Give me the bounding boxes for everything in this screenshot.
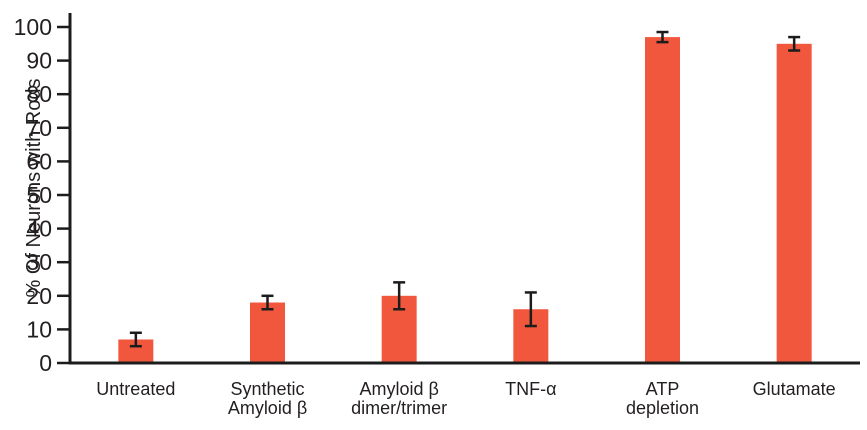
y-tick-label-100: 100 bbox=[14, 14, 52, 40]
category-label-synthetic-amyloid: Synthetic Amyloid β bbox=[228, 379, 307, 418]
y-tick-label-0: 0 bbox=[39, 350, 52, 376]
x-category-labels: Untreated Synthetic Amyloid β Amyloid β dime… bbox=[96, 379, 835, 418]
error-bar-amyloid-dimer-trimer bbox=[393, 281, 406, 311]
error-bar-atp-depletion bbox=[656, 30, 669, 44]
category-label-glutamate: Glutamate bbox=[753, 379, 836, 399]
y-tick-label-10: 10 bbox=[26, 316, 52, 342]
y-tick-label-90: 90 bbox=[26, 48, 52, 74]
bar-glutamate bbox=[776, 43, 812, 364]
error-bar-synthetic-amyloid bbox=[261, 294, 274, 311]
category-label-amyloid-dimer-trimer: Amyloid β dimer/trimer bbox=[351, 379, 447, 418]
y-tick-label-70: 70 bbox=[26, 115, 52, 141]
y-tick-label-80: 80 bbox=[26, 81, 52, 107]
category-label-tnf: TNF-α bbox=[505, 379, 556, 399]
category-label-untreated: Untreated bbox=[96, 379, 175, 399]
y-tick-labels: 0 10 20 30 40 50 60 70 80 90 100 bbox=[14, 14, 52, 376]
y-axis-label: % Of Neurons with Rods bbox=[23, 79, 45, 298]
y-tick-label-30: 30 bbox=[26, 249, 52, 275]
error-bar-tnf bbox=[524, 291, 537, 328]
y-tick-label-60: 60 bbox=[26, 148, 52, 174]
bar-synthetic-amyloid bbox=[250, 302, 285, 363]
y-tick-label-50: 50 bbox=[26, 182, 52, 208]
error-bar-glutamate bbox=[788, 35, 801, 52]
y-tick-label-40: 40 bbox=[26, 216, 52, 242]
error-bar-untreated bbox=[129, 331, 142, 348]
bar-atp-depletion bbox=[645, 37, 680, 364]
bars-group bbox=[118, 37, 812, 364]
category-label-atp-depletion: ATP depletion bbox=[626, 379, 699, 418]
bar-untreated bbox=[118, 339, 154, 363]
axes-group bbox=[57, 13, 860, 365]
error-bars-group bbox=[129, 30, 801, 348]
y-tick-label-20: 20 bbox=[26, 283, 52, 309]
